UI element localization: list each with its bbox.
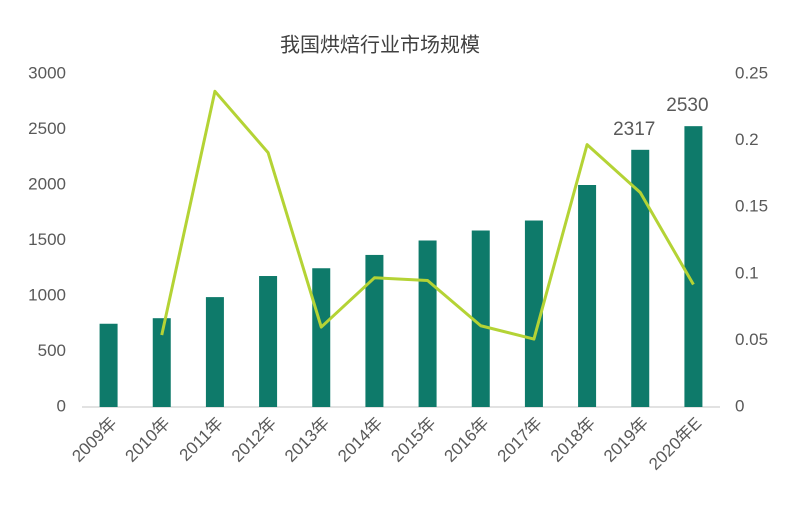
x-tick-label: 2010年 (122, 414, 174, 466)
bar (99, 323, 118, 407)
bar (524, 220, 543, 407)
y-tick-label: 500 (38, 341, 66, 360)
y2-tick-label: 0.25 (735, 63, 768, 82)
y-tick-label: 2500 (28, 119, 66, 138)
y2-tick-label: 0.2 (735, 130, 759, 149)
bar (631, 149, 650, 408)
x-tick-label: 2016年 (441, 414, 493, 466)
x-tick-label: 2014年 (334, 414, 386, 466)
y2-tick-label: 0.15 (735, 197, 768, 216)
data-label: 2317 (613, 119, 655, 140)
bar (578, 185, 597, 407)
y2-tick-label: 0.1 (735, 263, 759, 282)
x-tick-label: 2015年 (387, 414, 439, 466)
x-tick-label: 2011年 (176, 414, 227, 465)
y-tick-label: 1000 (28, 285, 66, 304)
y2-tick-label: 0 (735, 396, 744, 415)
x-tick-label: 2013年 (281, 414, 333, 466)
x-tick-label: 2009年 (68, 414, 120, 466)
bar (152, 318, 171, 407)
bar (684, 126, 703, 408)
y-tick-label: 2000 (28, 174, 66, 193)
x-tick-label: 2012年 (228, 414, 280, 466)
chart-title: 我国烘焙行业市场规模 (280, 33, 480, 56)
x-tick-label: 2018年 (547, 414, 599, 466)
y-tick-label: 3000 (28, 63, 66, 82)
data-label: 2530 (666, 95, 708, 116)
line (160, 89, 695, 341)
bar (312, 268, 331, 407)
y2-tick-label: 0.05 (735, 330, 768, 349)
bar (259, 276, 278, 407)
x-tick-label: 2017年 (494, 414, 546, 466)
x-tick-label: 2019年 (600, 414, 652, 466)
bar (418, 240, 437, 407)
y-tick-label: 1500 (28, 230, 66, 249)
x-tick-label: 2020年E (645, 414, 705, 474)
bar (365, 254, 384, 407)
bar (471, 230, 490, 407)
bar (205, 297, 224, 407)
y-tick-label: 0 (57, 396, 66, 415)
